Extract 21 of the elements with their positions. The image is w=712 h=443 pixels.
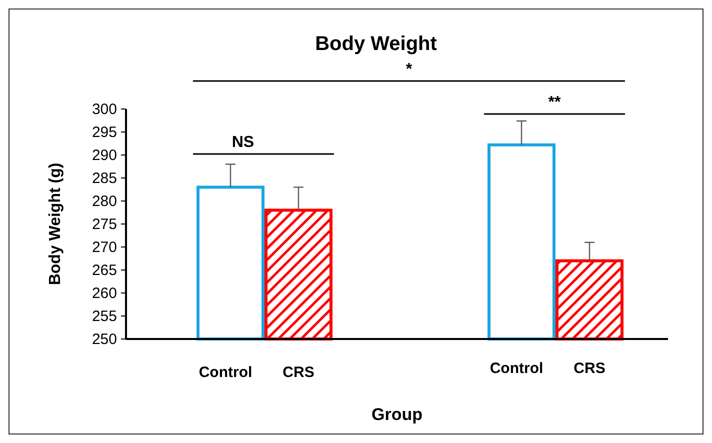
y-tick-label: 300 bbox=[92, 101, 117, 118]
annotation: NS bbox=[232, 134, 254, 151]
y-tick-label: 290 bbox=[92, 147, 117, 164]
y-tick-label: 280 bbox=[92, 193, 117, 210]
y-tick-label: 295 bbox=[92, 124, 117, 141]
y-axis-title: Body Weight (g) bbox=[47, 162, 64, 286]
chart-title: Body Weight bbox=[315, 33, 438, 55]
x-axis-title: Group bbox=[372, 405, 422, 424]
annotation: ** bbox=[548, 94, 562, 111]
y-tick-label: 270 bbox=[92, 239, 117, 256]
text: * bbox=[406, 61, 413, 78]
y-tick-label: 275 bbox=[92, 216, 117, 233]
y-tick-label: 260 bbox=[92, 285, 117, 302]
x-tick-label: Control bbox=[490, 360, 544, 377]
x-tick-label: Control bbox=[198, 364, 252, 381]
y-tick-label: 255 bbox=[92, 308, 117, 325]
y-tick-label: 265 bbox=[92, 262, 117, 279]
x-tick-label: CRS bbox=[282, 364, 314, 381]
x-tick-label: CRS bbox=[574, 360, 606, 377]
y-tick-label: 285 bbox=[92, 170, 117, 187]
y-tick-label: 250 bbox=[92, 331, 117, 348]
